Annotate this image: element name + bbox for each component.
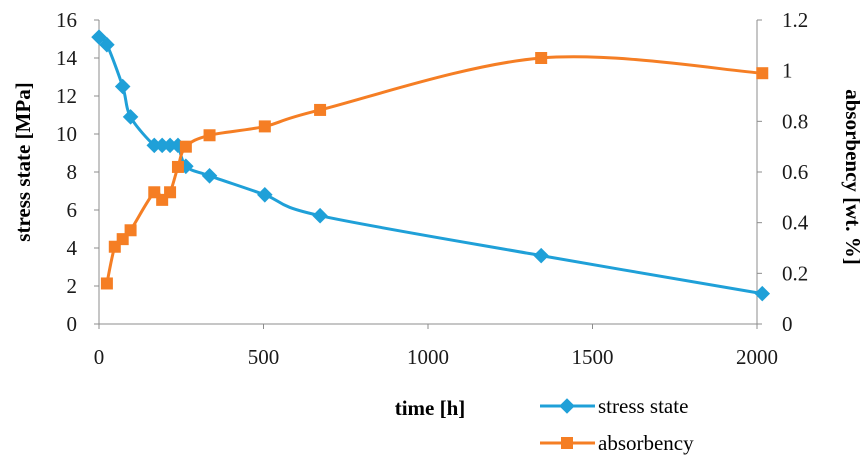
data-point-stress-state <box>146 137 163 154</box>
data-point-stress-state <box>257 187 273 203</box>
x-tick-label: 1500 <box>572 345 614 369</box>
y-left-tick-label: 2 <box>67 274 78 298</box>
plot-area <box>91 29 771 302</box>
axes <box>94 19 762 329</box>
y-right-tick-label: 1.2 <box>782 8 808 32</box>
data-point-stress-state <box>201 168 218 184</box>
legend-label-stress-state: stress state <box>598 394 688 418</box>
data-point-absorbency <box>535 52 548 64</box>
y-right-tick-label: 0.8 <box>782 109 808 133</box>
y-right-tick-label: 0.6 <box>782 160 808 184</box>
data-point-stress-state <box>312 207 328 224</box>
legend-item-absorbency: absorbency <box>540 431 694 455</box>
y-right-tick-label: 0.4 <box>782 211 809 235</box>
tick-labels: 0 2 4 6 8 10 12 14 16 0 0.2 0.4 0.6 0.8 1 1.2 0 500 1000 15… <box>56 8 809 369</box>
data-point-absorbency <box>258 120 271 133</box>
data-point-absorbency <box>203 129 216 142</box>
data-point-absorbency <box>179 140 192 153</box>
data-point-stress-state <box>99 36 115 53</box>
legend-item-stress-state: stress state <box>540 394 688 418</box>
data-point-stress-state <box>162 137 178 154</box>
y-left-tick-label: 8 <box>67 160 78 184</box>
legend-marker-stress-state <box>559 398 575 414</box>
y-axis-right-label: absorbency [wt. %] <box>841 89 860 265</box>
series-stress-state <box>91 29 771 302</box>
y-left-tick-label: 4 <box>67 236 78 260</box>
data-point-stress-state <box>122 109 139 125</box>
legend-marker-absorbency <box>561 437 573 449</box>
data-point-absorbency <box>164 186 177 199</box>
y-left-tick-label: 0 <box>67 312 78 336</box>
data-point-stress-state <box>533 247 549 264</box>
y-right-tick-label: 0 <box>782 312 793 336</box>
data-point-absorbency <box>756 67 769 80</box>
data-point-absorbency <box>314 103 327 116</box>
y-left-tick-label: 10 <box>56 122 77 146</box>
data-point-stress-state <box>154 137 170 154</box>
data-point-absorbency <box>124 224 137 237</box>
y-right-tick-label: 1 <box>782 59 793 83</box>
x-tick-label: 0 <box>94 345 105 369</box>
series-line-absorbency <box>105 55 763 284</box>
y-left-tick-label: 12 <box>56 84 77 108</box>
data-point-stress-state <box>114 78 131 95</box>
x-axis-label: time [h] <box>395 396 466 420</box>
legend: stress state absorbency <box>540 394 694 455</box>
x-tick-label: 1000 <box>407 345 449 369</box>
y-left-tick-label: 6 <box>67 198 78 222</box>
y-left-tick-label: 14 <box>56 46 78 70</box>
legend-label-absorbency: absorbency <box>598 431 694 455</box>
x-tick-label: 2000 <box>736 345 778 369</box>
x-tick-label: 500 <box>248 345 280 369</box>
series-line-stress-state <box>97 35 763 296</box>
data-point-absorbency <box>171 160 184 173</box>
y-axis-left-label: stress state [MPa] <box>11 82 35 241</box>
y-left-tick-label: 16 <box>56 8 77 32</box>
data-point-absorbency <box>100 277 113 290</box>
y-right-tick-label: 0.2 <box>782 261 808 285</box>
series-absorbency <box>100 52 769 290</box>
